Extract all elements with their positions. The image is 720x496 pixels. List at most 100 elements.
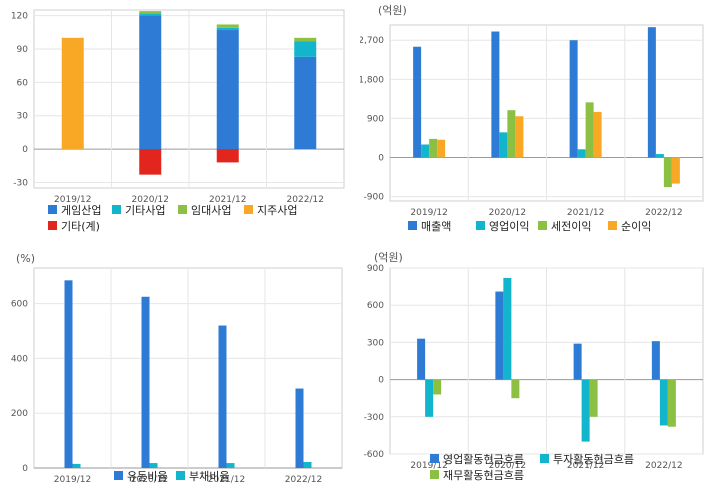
bar <box>569 40 578 158</box>
legend-swatch <box>538 221 547 230</box>
liquidity-ratio-chart: (%) 0 200 400 600 2019/12 2020/12 2021/12 2022/1… <box>11 252 343 485</box>
bar <box>499 132 508 158</box>
x-tick-label: 2020/12 <box>131 475 168 485</box>
bar <box>577 149 586 158</box>
legend-label: 임대사업 <box>191 204 231 217</box>
y-tick-label: 300 <box>367 338 384 348</box>
y-tick-label: 0 <box>22 464 28 474</box>
bar <box>667 379 676 427</box>
bar <box>437 139 446 158</box>
legend-item: 투자활동현금흐름 <box>540 452 634 466</box>
legend-item: 부채비율 <box>176 470 229 483</box>
business-segment-sales-chart: -30 0 30 60 90 120 2019/12 2020/12 2021/12 2022/1… <box>11 9 345 233</box>
x-tick-label: 2022/12 <box>645 461 682 471</box>
legend-item: 임대사업 <box>178 204 231 217</box>
legend-label: 기타(계) <box>61 220 100 233</box>
y-tick-label: 30 <box>17 112 29 122</box>
legend-swatch <box>48 205 57 214</box>
legend-swatch <box>244 205 253 214</box>
bar <box>573 343 582 380</box>
bar <box>585 102 594 158</box>
legend-item: 기타사업 <box>112 204 165 217</box>
legend-label: 순이익 <box>621 220 651 233</box>
bar <box>303 461 312 468</box>
legend-swatch <box>476 221 485 230</box>
bar <box>581 379 590 442</box>
bar <box>216 30 239 150</box>
bar <box>294 41 317 57</box>
y-tick-label: 600 <box>11 300 28 310</box>
y-tick-label: 600 <box>367 301 384 311</box>
bar <box>139 13 162 16</box>
bar <box>141 296 150 468</box>
legend-label: 투자활동현금흐름 <box>553 452 634 466</box>
bar <box>64 280 73 468</box>
bar <box>413 46 422 158</box>
legend-item: 영업활동현금흐름 <box>430 452 524 466</box>
legend-item: 기타(계) <box>48 220 100 233</box>
y-tick-label: -30 <box>13 178 28 188</box>
bar <box>226 463 235 468</box>
x-tick-label: 2019/12 <box>410 208 447 218</box>
bar <box>507 110 516 158</box>
legend-swatch <box>430 470 439 479</box>
bar <box>216 149 239 163</box>
legend-label: 세전이익 <box>551 220 591 233</box>
legend-item: 게임산업 <box>48 204 101 217</box>
bar <box>218 325 227 468</box>
bar <box>491 31 500 158</box>
legend-swatch <box>114 471 123 480</box>
bar <box>651 341 660 380</box>
bar <box>294 37 317 42</box>
x-tick-label: 2021/12 <box>209 195 246 205</box>
legend-item: 매출액 <box>408 220 451 233</box>
y-tick-label: 400 <box>11 354 28 364</box>
y-tick-label: -600 <box>364 450 385 460</box>
y-tick-label: 900 <box>367 114 384 124</box>
legend-item: 재무활동현금흐름 <box>430 468 524 482</box>
y-tick-label: 0 <box>378 154 384 164</box>
bar <box>515 116 524 158</box>
bar <box>593 111 602 158</box>
x-tick-label: 2021/12 <box>567 208 604 218</box>
x-tick-label: 2019/12 <box>54 475 91 485</box>
legend-label: 게임산업 <box>61 204 101 217</box>
x-tick-label: 2020/12 <box>489 208 526 218</box>
legend-swatch <box>112 205 121 214</box>
x-tick-label: 2021/12 <box>208 475 245 485</box>
bar <box>659 379 668 426</box>
bar <box>647 27 656 158</box>
legend-label: 매출액 <box>421 220 451 233</box>
y-tick-label: -900 <box>364 193 385 203</box>
x-tick-label: 2021/12 <box>567 461 604 471</box>
legend-label: 기타사업 <box>125 204 165 217</box>
legend-item: 유동비율 <box>114 470 167 483</box>
y-tick-label: 900 <box>367 264 384 274</box>
unit-label: (억원) <box>378 4 407 17</box>
legend-swatch <box>540 454 549 463</box>
x-tick-label: 2020/12 <box>132 195 169 205</box>
bar <box>295 388 304 468</box>
y-tick-label: 1,800 <box>360 75 384 85</box>
x-tick-label: 2019/12 <box>410 461 447 471</box>
legend-label: 영업활동현금흐름 <box>443 452 524 466</box>
legend-swatch <box>430 454 439 463</box>
bar <box>671 157 680 184</box>
legend-label: 유동비율 <box>127 470 167 483</box>
y-tick-label: 200 <box>11 409 28 419</box>
legend-swatch <box>178 205 187 214</box>
bar <box>495 291 504 380</box>
x-tick-label: 2019/12 <box>54 195 91 205</box>
bar <box>589 379 598 417</box>
bar <box>421 144 430 158</box>
bar <box>61 37 84 150</box>
legend-label: 지주사업 <box>257 204 297 217</box>
legend-swatch <box>48 221 57 230</box>
legend-item: 지주사업 <box>244 204 297 217</box>
y-tick-label: 120 <box>11 12 28 22</box>
legend-label: 부채비율 <box>189 470 229 483</box>
income-statement-chart: (억원) -900 0 900 1,800 2,700 2019/12 2020/12 2021… <box>360 4 704 233</box>
bar <box>294 56 317 150</box>
bar <box>429 138 438 158</box>
cash-flow-chart: (억원) -600 -300 0 300 600 900 2019/12 2020/12 2021… <box>364 251 704 482</box>
